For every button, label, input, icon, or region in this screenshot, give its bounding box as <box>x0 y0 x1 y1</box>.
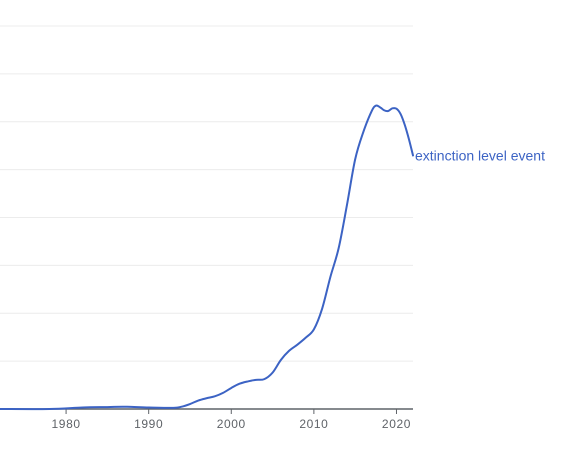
data-point <box>105 405 109 409</box>
data-point <box>320 307 324 311</box>
data-point <box>399 112 403 116</box>
data-point <box>337 246 341 250</box>
x-tick-label: 1990 <box>134 417 163 431</box>
data-point <box>188 402 192 406</box>
data-point <box>279 358 283 362</box>
data-point <box>180 405 184 409</box>
data-point <box>213 394 217 398</box>
x-axis: 1980 1990 2000 2010 2020 <box>0 408 413 431</box>
gridlines <box>0 25 413 362</box>
data-point <box>229 386 233 390</box>
data-point <box>287 349 291 353</box>
series-layer: extinction level event <box>0 104 545 411</box>
data-point <box>221 391 225 395</box>
data-point <box>407 137 411 141</box>
data-point <box>394 107 398 111</box>
data-point <box>196 399 200 403</box>
data-point <box>386 109 390 113</box>
x-tick-label: 2000 <box>217 417 246 431</box>
x-tick-label: 2010 <box>299 417 328 431</box>
data-point <box>254 378 258 382</box>
data-point <box>353 157 357 161</box>
data-point <box>345 203 349 207</box>
data-point <box>304 336 308 340</box>
data-point <box>403 123 407 127</box>
data-point <box>370 109 374 113</box>
data-point <box>0 407 2 411</box>
data-point <box>147 405 151 409</box>
data-point <box>48 407 52 411</box>
data-point <box>328 275 332 279</box>
data-point <box>205 396 209 400</box>
data-point <box>171 406 175 410</box>
data-point <box>122 405 126 409</box>
data-point <box>262 377 266 381</box>
data-point <box>238 382 242 386</box>
series-line[interactable] <box>0 104 414 411</box>
data-point <box>246 379 250 383</box>
data-point <box>382 108 386 112</box>
data-point <box>374 104 378 108</box>
data-point <box>312 327 316 331</box>
data-point <box>81 405 85 409</box>
series-label[interactable]: extinction level event <box>415 147 545 163</box>
data-point <box>361 130 365 134</box>
data-point <box>295 343 299 347</box>
data-point <box>390 106 394 110</box>
data-point <box>271 371 275 375</box>
x-tick-label: 1980 <box>52 417 81 431</box>
data-point <box>378 105 382 109</box>
x-tick-label: 2020 <box>382 417 411 431</box>
